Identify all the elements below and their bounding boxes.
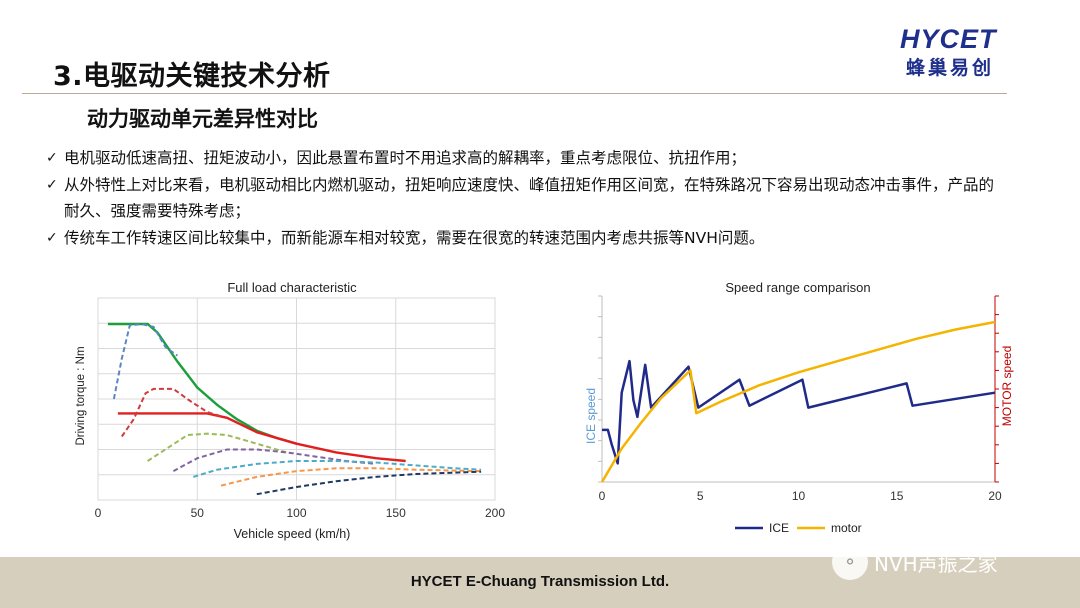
x-tick-label: 0 [95,506,102,520]
chart-axes [598,295,999,483]
watermark: ⚬ NVH声振之家 [832,544,998,580]
bullet-item: ✓ 电机驱动低速高扭、扭矩波动小，因此悬置布置时不用追求高的解耦率，重点考虑限位… [46,145,1036,172]
x-tick-label: 10 [792,489,806,503]
logo-brand: HYCET [900,24,997,54]
check-icon: ✓ [46,176,58,193]
logo-chinese: 蜂巢易创 [906,57,995,79]
wechat-icon: ⚬ [832,544,868,580]
bullet-text: 电机驱动低速高扭、扭矩波动小，因此悬置布置时不用追求高的解耦率，重点考虑限位、抗… [64,149,747,167]
chart-title: Full load characteristic [227,280,357,295]
x-tick-label: 100 [286,506,306,520]
chart-series [107,322,482,496]
footer-bar: HYCET E-Chuang Transmission Ltd. [0,557,1080,608]
series-line-7 [220,467,482,487]
x-tick-labels: 0 5 10 15 20 [599,489,1002,503]
series-line-8 [256,470,482,496]
x-tick-label: 20 [988,489,1002,503]
x-tick-label: 0 [599,489,606,503]
legend-label-motor: motor [831,521,862,535]
series-line-1 [117,412,406,463]
bullet-item: ✓ 从外特性上对比来看，电机驱动相比内燃机驱动，扭矩响应速度快、峰值扭矩作用区间… [46,172,1036,225]
chart-grid [97,297,496,501]
series-line-3 [120,387,222,438]
check-icon: ✓ [46,229,58,246]
x-tick-label: 200 [485,506,505,520]
watermark-text: NVH声振之家 [874,551,998,576]
chart-title: Speed range comparison [725,280,870,295]
footer-company: HYCET E-Chuang Transmission Ltd. [410,573,670,590]
left-axis-label: ICE speed [584,388,598,444]
full-load-chart: Full load characteristic 0 50 100 150 200 Ve… [60,276,520,548]
bullet-item: ✓ 传统车工作转速区间比较集中，而新能源车相对较宽，需要在很宽的转速范围内考虑共… [46,225,1036,252]
series-line-2 [112,322,178,400]
bullet-text: 传统车工作转速区间比较集中，而新能源车相对较宽，需要在很宽的转速范围内考虑共振等… [64,228,765,247]
series-line-motor [600,320,996,483]
y-axis-label: Driving torque : Nm [75,346,87,445]
section-subtitle: 动力驱动单元差异性对比 [87,107,318,131]
bullet-text: 从外特性上对比来看，电机驱动相比内燃机驱动，扭矩响应速度快、峰值扭矩作用区间宽，… [64,175,995,221]
chart-legend: ICE motor [735,521,862,535]
series-line-4 [147,432,287,462]
bullet-list: ✓ 电机驱动低速高扭、扭矩波动小，因此悬置布置时不用追求高的解耦率，重点考虑限位… [46,145,1036,251]
series-line-ICE [602,359,996,465]
chart-series [600,320,996,483]
hycet-logo: HYCET 蜂巢易创 [900,24,1050,80]
legend-label-ice: ICE [769,521,789,535]
slide-title: 3.电驱动关键技术分析 [53,61,331,92]
title-divider [22,93,1007,94]
x-tick-label: 50 [191,506,205,520]
speed-range-chart: Speed range comparison 0 5 10 15 20 ICE spee… [575,276,1025,548]
check-icon: ✓ [46,150,58,166]
x-tick-label: 5 [697,489,704,503]
x-tick-label: 150 [386,506,406,520]
x-axis-label: Vehicle speed (km/h) [234,527,351,541]
x-tick-label: 15 [890,489,904,503]
x-tick-labels: 0 50 100 150 200 [95,506,506,520]
series-line-6 [193,460,482,478]
right-axis-label: MOTOR speed [1000,346,1014,426]
series-line-5 [172,448,376,472]
